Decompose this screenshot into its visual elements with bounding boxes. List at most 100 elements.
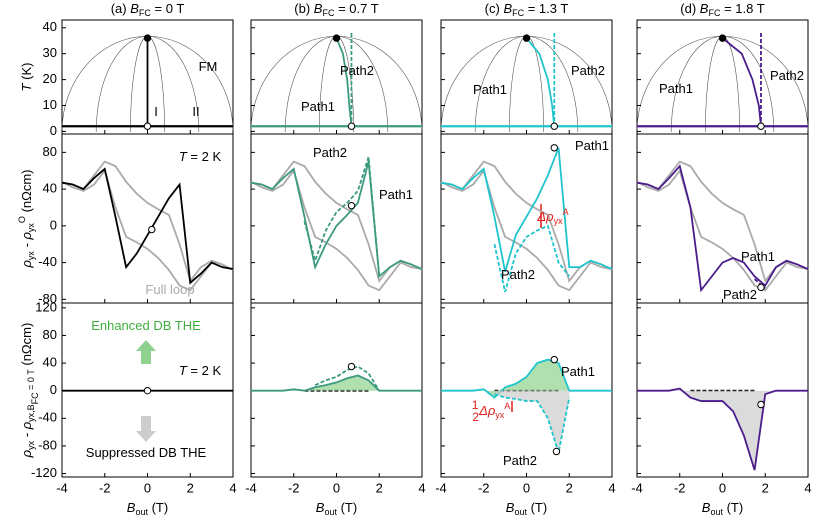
phase-boundary xyxy=(284,36,389,133)
y-axis-label: ρyx - ρyxO (nΩcm) xyxy=(17,169,36,268)
annotation: Path1 xyxy=(659,81,693,96)
x-tick-label: -4 xyxy=(245,480,257,495)
panel-title-part: B xyxy=(314,1,323,16)
y-tick-label: -80 xyxy=(38,291,57,306)
point-marker xyxy=(718,34,727,42)
x-axis-label: Bout (T) xyxy=(702,500,743,517)
panel-title-part: = 0.7 T xyxy=(334,1,378,16)
annotation: ΔρyxA xyxy=(536,207,568,226)
annotation: I xyxy=(154,104,158,119)
x-tick-label: 4 xyxy=(608,480,615,495)
y-axis-label-part: FC xyxy=(30,392,40,404)
annotation: II xyxy=(192,104,199,119)
data-line xyxy=(525,37,556,127)
y-axis-label-part: yx xyxy=(26,251,36,261)
annotation-part: 2 xyxy=(472,410,479,424)
data-line xyxy=(250,168,423,292)
point-marker xyxy=(347,122,356,130)
phase-boundary xyxy=(705,36,740,133)
annotation-part: Path2 xyxy=(501,267,535,282)
panel-title-part: FC xyxy=(512,8,524,18)
x-tick-label: 2 xyxy=(376,480,383,495)
x-tick-label: 0 xyxy=(719,480,726,495)
annotation: 1 2ΔρyxA xyxy=(472,398,511,424)
annotation-part: Path1 xyxy=(561,364,595,379)
annotation: Path2 xyxy=(571,63,605,78)
annotation-part: Path2 xyxy=(313,145,347,160)
data-line xyxy=(636,164,809,293)
point-marker xyxy=(552,447,561,456)
y-axis-label-part: (nΩcm) xyxy=(19,323,34,370)
annotation-part: A xyxy=(563,207,569,217)
panel-title-part: B xyxy=(130,1,139,16)
annotation-part: yx xyxy=(495,410,505,420)
shaded-area xyxy=(441,359,612,398)
panel-title-part: B xyxy=(700,1,709,16)
x-axis-label-part: (T) xyxy=(337,500,357,515)
panel-title-part: (d) xyxy=(680,1,700,16)
annotation-part: yx xyxy=(554,216,564,226)
x-tick-label: -2 xyxy=(99,480,111,495)
panel-title-part: FC xyxy=(708,8,720,18)
panel-title-part: B xyxy=(503,1,512,16)
x-axis-label-part: B xyxy=(506,500,515,515)
annotation-part: T xyxy=(179,149,188,164)
annotation-part: Path1 xyxy=(379,187,413,202)
y-tick-label: -40 xyxy=(38,410,57,425)
x-axis-label-part: B xyxy=(702,500,711,515)
annotation-part: Path1 xyxy=(301,99,335,114)
point-marker xyxy=(550,355,558,364)
phase-boundary xyxy=(440,36,613,133)
annotation-part: Path1 xyxy=(659,81,693,96)
data-line xyxy=(335,37,353,127)
x-tick-label: -4 xyxy=(631,480,643,495)
x-tick-label: 4 xyxy=(229,480,236,495)
data-line xyxy=(440,147,613,273)
x-axis-label-part: (T) xyxy=(723,500,743,515)
x-tick-label: -2 xyxy=(288,480,300,495)
point-marker xyxy=(143,34,152,42)
y-tick-label: 0 xyxy=(50,217,57,232)
y-tick-label: 120 xyxy=(35,299,57,314)
annotation-part: Path1 xyxy=(741,249,775,264)
x-tick-label: -4 xyxy=(56,480,68,495)
x-axis-label-part: B xyxy=(316,500,325,515)
panel-title: (b) BFC = 0.7 T xyxy=(294,1,378,18)
x-axis-label-part: out xyxy=(514,507,527,517)
point-marker xyxy=(143,122,152,130)
y-tick-label: 40 xyxy=(43,181,57,196)
data-line xyxy=(637,387,808,471)
y-tick-label: -80 xyxy=(38,437,57,452)
annotation-part: Enhanced DB THE xyxy=(91,318,201,333)
annotation-part: II xyxy=(192,104,199,119)
annotation: Path2 xyxy=(313,145,347,160)
y-axis-label-part: ρ xyxy=(19,260,34,269)
annotation-part: Path1 xyxy=(473,82,507,97)
data-line xyxy=(250,161,423,279)
y-tick-label: 0 xyxy=(50,382,57,397)
point-marker xyxy=(550,122,558,130)
y-tick-label: -120 xyxy=(31,465,57,480)
annotation-part: Δρ xyxy=(536,209,554,224)
panel-title-part: (c) xyxy=(485,1,504,16)
y-tick-label: 20 xyxy=(43,71,57,86)
data-line xyxy=(251,374,422,392)
annotation-part: Path1 xyxy=(575,138,609,153)
annotation-part: Δρ xyxy=(478,403,496,418)
x-axis-label-part: out xyxy=(135,507,148,517)
data-line xyxy=(494,393,571,454)
panel-frame xyxy=(636,133,809,304)
x-tick-label: 2 xyxy=(187,480,194,495)
annotation: Path2 xyxy=(723,287,757,302)
annotation-part: Full loop xyxy=(145,282,194,297)
annotation: Path2 xyxy=(340,63,374,78)
panel-title-part: (b) xyxy=(294,1,314,16)
y-axis-label-part: ρ xyxy=(19,449,34,458)
x-tick-label: 2 xyxy=(566,480,573,495)
y-axis-label-part: - ρ xyxy=(19,421,34,441)
y-axis-label-part: yx,B xyxy=(26,404,36,422)
data-line xyxy=(61,160,234,283)
y-tick-label: 80 xyxy=(43,327,57,342)
annotation-part: I xyxy=(154,104,158,119)
